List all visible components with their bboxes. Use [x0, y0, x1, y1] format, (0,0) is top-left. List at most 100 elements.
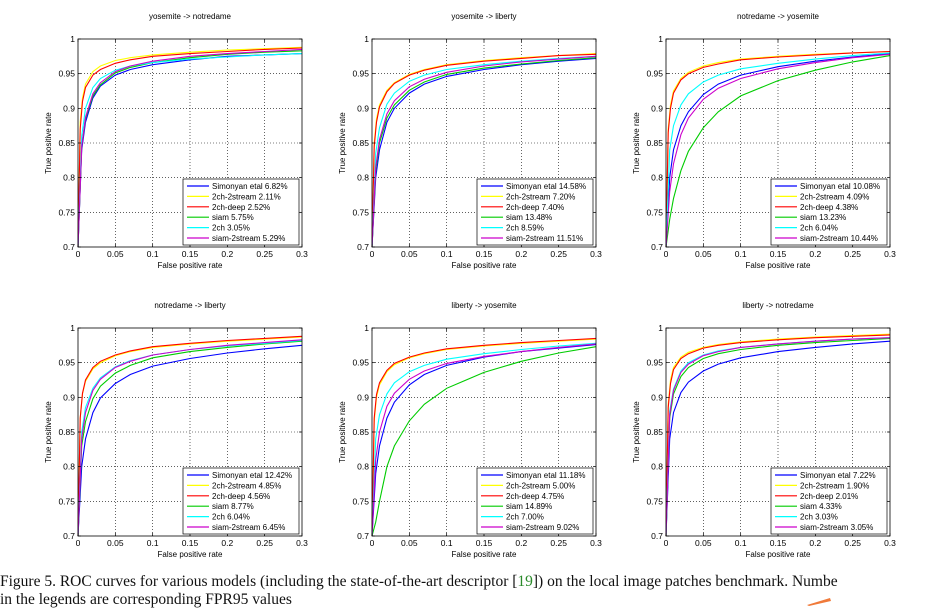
x-tick-label: 0.2: [809, 538, 821, 548]
x-axis-label: False positive rate: [746, 550, 811, 559]
legend-entry: siam-2stream 3.05%: [800, 523, 873, 532]
y-tick-label: 0.9: [63, 103, 75, 113]
y-tick-label: 0.8: [651, 462, 663, 472]
y-tick-label: 0.75: [646, 496, 663, 506]
caption-line-2: in the legends are corresponding FPR95 v…: [0, 591, 292, 608]
series-line-1: [665, 340, 891, 537]
legend-entry: 2ch-2stream 4.85%: [212, 481, 281, 490]
x-tick-label: 0.1: [735, 249, 747, 259]
y-tick-label: 0.85: [646, 138, 663, 148]
y-tick-label: 0.75: [58, 207, 75, 217]
x-tick-label: 0: [664, 538, 669, 548]
x-tick-label: 0.15: [770, 249, 787, 259]
x-tick-label: 0.25: [256, 249, 273, 259]
y-tick-label: 0.95: [646, 358, 663, 368]
series-line-6: [665, 337, 891, 537]
series-line-4: [371, 346, 597, 537]
legend-entry: 2ch 8.59%: [506, 224, 544, 233]
x-tick-label: 0.2: [515, 538, 527, 548]
x-tick-label: 0.15: [476, 249, 493, 259]
chart-title: notredame -> yosemite: [737, 12, 820, 21]
legend-box: [182, 467, 300, 535]
chart-title: yosemite -> notredame: [149, 12, 232, 21]
x-tick-label: 0.2: [221, 538, 233, 548]
x-tick-label: 0.05: [107, 538, 124, 548]
x-tick-label: 0.05: [401, 538, 418, 548]
series-line-5: [371, 342, 597, 537]
x-tick-label: 0.1: [147, 249, 159, 259]
y-tick-label: 0.7: [651, 242, 663, 252]
legend-entry: 2ch 3.05%: [212, 224, 250, 233]
y-tick-label: 0.95: [646, 69, 663, 79]
y-tick-label: 0.7: [63, 531, 75, 541]
orange-pen-stroke-icon: [807, 598, 831, 606]
y-tick-label: 1: [658, 323, 663, 333]
legend-entry: siam 13.23%: [800, 213, 846, 222]
series-line-3: [77, 47, 303, 248]
x-tick-label: 0.3: [590, 538, 602, 548]
legend-entry: 2ch-2stream 2.11%: [212, 192, 281, 201]
legend-entry: 2ch 6.04%: [800, 224, 838, 233]
figure-caption: Figure 5. ROC curves for various models …: [0, 573, 927, 608]
series-line-6: [77, 48, 303, 248]
legend-entry: 2ch-deep 4.38%: [800, 203, 858, 212]
y-axis-label: True positive rate: [338, 401, 347, 463]
legend-entry: Simonyan etal 6.82%: [212, 182, 288, 191]
y-tick-label: 0.8: [63, 462, 75, 472]
legend-entry: 2ch-2stream 4.09%: [800, 192, 869, 201]
legend: Simonyan etal 11.18%2ch-2stream 5.00% 2ch…: [476, 467, 594, 535]
series-line-5: [77, 339, 303, 537]
x-axis-label: False positive rate: [452, 550, 517, 559]
y-tick-label: 0.8: [651, 173, 663, 183]
legend-entry: 2ch 7.00%: [506, 513, 544, 522]
y-tick-label: 0.95: [352, 69, 369, 79]
citation-link[interactable]: 19: [517, 573, 533, 590]
legend-entry: siam-2stream 5.29%: [212, 234, 285, 243]
legend-box: [182, 178, 300, 246]
chart-title: notredame -> liberty: [154, 301, 225, 310]
series-line-1: [665, 53, 891, 248]
x-tick-label: 0.3: [884, 249, 896, 259]
series-line-5: [77, 53, 303, 248]
legend-entry: siam-2stream 9.02%: [506, 523, 579, 532]
x-tick-label: 0.15: [476, 538, 493, 548]
x-tick-label: 0.1: [735, 538, 747, 548]
x-tick-label: 0.3: [590, 249, 602, 259]
x-tick-label: 0.15: [182, 538, 199, 548]
x-tick-label: 0.25: [550, 538, 567, 548]
series-line-2: [665, 50, 891, 248]
series-line-6: [371, 55, 597, 248]
legend-entry: 2ch-deep 2.01%: [800, 492, 858, 501]
legend-box: [476, 178, 594, 246]
x-tick-label: 0: [370, 249, 375, 259]
y-tick-label: 1: [70, 34, 75, 44]
series-line-5: [665, 52, 891, 248]
legend-entry: Simonyan etal 11.18%: [506, 471, 585, 480]
legend: Simonyan etal 14.58%2ch-2stream 7.20% 2ch…: [476, 178, 594, 246]
y-tick-label: 0.75: [58, 496, 75, 506]
x-axis-label: False positive rate: [746, 261, 811, 270]
x-tick-label: 0.25: [256, 538, 273, 548]
y-axis-label: True positive rate: [44, 401, 53, 463]
chart-title: liberty -> yosemite: [451, 301, 517, 310]
x-tick-label: 0.15: [182, 249, 199, 259]
series-line-3: [665, 334, 891, 537]
series-line-4: [665, 55, 891, 248]
x-tick-label: 0.05: [401, 249, 418, 259]
y-tick-label: 0.9: [357, 103, 369, 113]
series-line-1: [77, 344, 303, 537]
y-tick-label: 0.85: [352, 427, 369, 437]
chart-title: liberty -> notredame: [742, 301, 814, 310]
legend-entry: 2ch-deep 4.75%: [506, 492, 564, 501]
roc-figure: 0 0.05 0.1 0.15 0.2 0.25 0.3 0.7 0.75 0.8 0.85 0.9 0…: [44, 12, 896, 559]
legend: Simonyan etal 6.82%2ch-2stream 2.11% 2ch-…: [182, 178, 300, 246]
roc-chart-1: 0 0.05 0.1 0.15 0.2 0.25 0.3 0.7 0.75 0.8 0.85 0.9 0…: [44, 12, 308, 270]
legend-entry: 2ch-2stream 1.90%: [800, 481, 869, 490]
caption-line-1: Figure 5. ROC curves for various models …: [0, 573, 838, 590]
legend: Simonyan etal 12.42%2ch-2stream 4.85% 2ch…: [182, 467, 300, 535]
legend-entry: 2ch-deep 7.40%: [506, 203, 564, 212]
x-tick-label: 0.1: [441, 538, 453, 548]
y-tick-label: 0.95: [352, 358, 369, 368]
legend-entry: Simonyan etal 7.22%: [800, 471, 876, 480]
legend-entry: siam 14.89%: [506, 502, 552, 511]
